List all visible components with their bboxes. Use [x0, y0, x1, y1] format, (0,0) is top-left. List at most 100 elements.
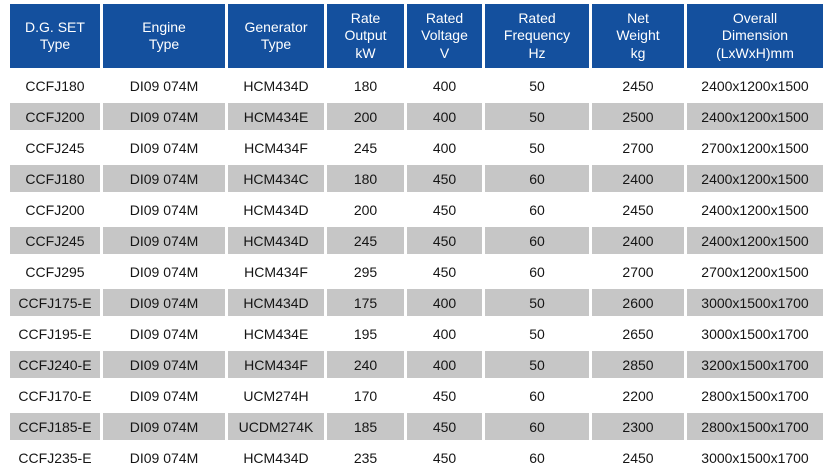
table-cell-overall-dimension: 2700x1200x1500 — [687, 258, 823, 285]
table-cell-rate-output-kw: 180 — [327, 72, 404, 99]
table-cell-rated-voltage-v: 400 — [407, 72, 482, 99]
table-row: CCFJ200 DI09 074M HCM434E 200 400 50 2500 2400x… — [10, 103, 823, 130]
table-cell-dg-set-type: CCFJ200 — [10, 196, 100, 223]
table-cell-rate-output-kw: 245 — [327, 227, 404, 254]
table-cell-engine-type: DI09 074M — [103, 444, 225, 471]
table-row: CCFJ180 DI09 074M HCM434D 180 400 50 2450 2400x… — [10, 72, 823, 99]
table-cell-dg-set-type: CCFJ175-E — [10, 289, 100, 316]
table-cell-rated-voltage-v: 450 — [407, 382, 482, 409]
table-header: D.G. SET Type Engine Type Generator Type Ra… — [10, 4, 823, 68]
table-cell-engine-type: DI09 074M — [103, 196, 225, 223]
table-cell-generator-type: HCM434D — [228, 72, 324, 99]
table-cell-generator-type: HCM434F — [228, 134, 324, 161]
table-cell-rated-frequency-hz: 50 — [485, 351, 589, 378]
table-cell-engine-type: DI09 074M — [103, 289, 225, 316]
column-header-dg-set-type: D.G. SET Type — [10, 4, 100, 68]
table-row: CCFJ170-E DI09 074M UCM274H 170 450 60 2200 280… — [10, 382, 823, 409]
table-cell-generator-type: HCM434D — [228, 196, 324, 223]
table-cell-rated-frequency-hz: 50 — [485, 103, 589, 130]
table-row: CCFJ245 DI09 074M HCM434D 245 450 60 2400 2400x… — [10, 227, 823, 254]
table-cell-engine-type: DI09 074M — [103, 134, 225, 161]
table-cell-rate-output-kw: 200 — [327, 196, 404, 223]
table-cell-dg-set-type: CCFJ170-E — [10, 382, 100, 409]
table-cell-rated-frequency-hz: 50 — [485, 289, 589, 316]
table-cell-engine-type: DI09 074M — [103, 382, 225, 409]
table-cell-dg-set-type: CCFJ185-E — [10, 413, 100, 440]
table-cell-engine-type: DI09 074M — [103, 72, 225, 99]
table-cell-dg-set-type: CCFJ180 — [10, 165, 100, 192]
table-cell-rated-frequency-hz: 60 — [485, 444, 589, 471]
table-cell-engine-type: DI09 074M — [103, 413, 225, 440]
table-cell-engine-type: DI09 074M — [103, 103, 225, 130]
table-row: CCFJ195-E DI09 074M HCM434E 195 400 50 2650 300… — [10, 320, 823, 347]
table-cell-rated-voltage-v: 450 — [407, 444, 482, 471]
table-cell-net-weight-kg: 2200 — [592, 382, 684, 409]
column-header-generator-type: Generator Type — [228, 4, 324, 68]
generator-spec-table: D.G. SET Type Engine Type Generator Type Ra… — [7, 0, 826, 475]
table-cell-net-weight-kg: 2400 — [592, 227, 684, 254]
table-cell-engine-type: DI09 074M — [103, 351, 225, 378]
table-cell-rate-output-kw: 240 — [327, 351, 404, 378]
table-row: CCFJ295 DI09 074M HCM434F 295 450 60 2700 2700x… — [10, 258, 823, 285]
table-cell-dg-set-type: CCFJ245 — [10, 227, 100, 254]
table-cell-rate-output-kw: 195 — [327, 320, 404, 347]
table-cell-rated-frequency-hz: 50 — [485, 72, 589, 99]
table-cell-rated-voltage-v: 450 — [407, 196, 482, 223]
column-header-rate-output-kw: Rate Output kW — [327, 4, 404, 68]
table-cell-engine-type: DI09 074M — [103, 258, 225, 285]
table-cell-rate-output-kw: 235 — [327, 444, 404, 471]
table-cell-engine-type: DI09 074M — [103, 165, 225, 192]
table-cell-rated-frequency-hz: 60 — [485, 196, 589, 223]
table-cell-net-weight-kg: 2850 — [592, 351, 684, 378]
table-cell-generator-type: UCDM274K — [228, 413, 324, 440]
table-row: CCFJ185-E DI09 074M UCDM274K 185 450 60 2300 28… — [10, 413, 823, 440]
table-cell-rated-voltage-v: 400 — [407, 289, 482, 316]
table-cell-generator-type: HCM434E — [228, 103, 324, 130]
table-cell-overall-dimension: 3000x1500x1700 — [687, 289, 823, 316]
table-cell-generator-type: HCM434C — [228, 165, 324, 192]
table-row: CCFJ240-E DI09 074M HCM434F 240 400 50 2850 320… — [10, 351, 823, 378]
table-cell-net-weight-kg: 2450 — [592, 72, 684, 99]
table-cell-net-weight-kg: 2700 — [592, 134, 684, 161]
table-cell-overall-dimension: 2400x1200x1500 — [687, 165, 823, 192]
table-cell-overall-dimension: 2800x1500x1700 — [687, 382, 823, 409]
table-cell-overall-dimension: 2800x1500x1700 — [687, 413, 823, 440]
table-cell-overall-dimension: 3200x1500x1700 — [687, 351, 823, 378]
table-body: CCFJ180 DI09 074M HCM434D 180 400 50 2450 2400x… — [10, 72, 823, 471]
column-header-rated-frequency-hz: Rated Frequency Hz — [485, 4, 589, 68]
table-cell-rate-output-kw: 295 — [327, 258, 404, 285]
table-cell-rate-output-kw: 170 — [327, 382, 404, 409]
table-cell-net-weight-kg: 2450 — [592, 444, 684, 471]
table-cell-rated-frequency-hz: 60 — [485, 382, 589, 409]
table-cell-overall-dimension: 3000x1500x1700 — [687, 444, 823, 471]
table-cell-generator-type: HCM434F — [228, 258, 324, 285]
table-cell-generator-type: HCM434E — [228, 320, 324, 347]
table-cell-generator-type: HCM434D — [228, 444, 324, 471]
table-cell-rated-frequency-hz: 50 — [485, 320, 589, 347]
table-cell-net-weight-kg: 2650 — [592, 320, 684, 347]
table-cell-net-weight-kg: 2600 — [592, 289, 684, 316]
table-cell-generator-type: HCM434D — [228, 289, 324, 316]
table-cell-dg-set-type: CCFJ195-E — [10, 320, 100, 347]
table-cell-rated-frequency-hz: 60 — [485, 227, 589, 254]
table-cell-rated-voltage-v: 400 — [407, 351, 482, 378]
table-cell-rate-output-kw: 245 — [327, 134, 404, 161]
table-cell-rate-output-kw: 200 — [327, 103, 404, 130]
table-cell-rated-voltage-v: 450 — [407, 413, 482, 440]
table-cell-rated-voltage-v: 400 — [407, 320, 482, 347]
table-cell-rate-output-kw: 180 — [327, 165, 404, 192]
table-cell-rate-output-kw: 185 — [327, 413, 404, 440]
column-header-net-weight-kg: Net Weight kg — [592, 4, 684, 68]
table-cell-generator-type: HCM434D — [228, 227, 324, 254]
table-cell-dg-set-type: CCFJ180 — [10, 72, 100, 99]
table-cell-engine-type: DI09 074M — [103, 320, 225, 347]
table-cell-overall-dimension: 2400x1200x1500 — [687, 227, 823, 254]
header-row: D.G. SET Type Engine Type Generator Type Ra… — [10, 4, 823, 68]
table-cell-generator-type: UCM274H — [228, 382, 324, 409]
table-cell-dg-set-type: CCFJ295 — [10, 258, 100, 285]
table-cell-overall-dimension: 3000x1500x1700 — [687, 320, 823, 347]
column-header-rated-voltage-v: Rated Voltage V — [407, 4, 482, 68]
column-header-overall-dimension: Overall Dimension (LxWxH)mm — [687, 4, 823, 68]
table-cell-dg-set-type: CCFJ240-E — [10, 351, 100, 378]
table-cell-rated-frequency-hz: 60 — [485, 258, 589, 285]
